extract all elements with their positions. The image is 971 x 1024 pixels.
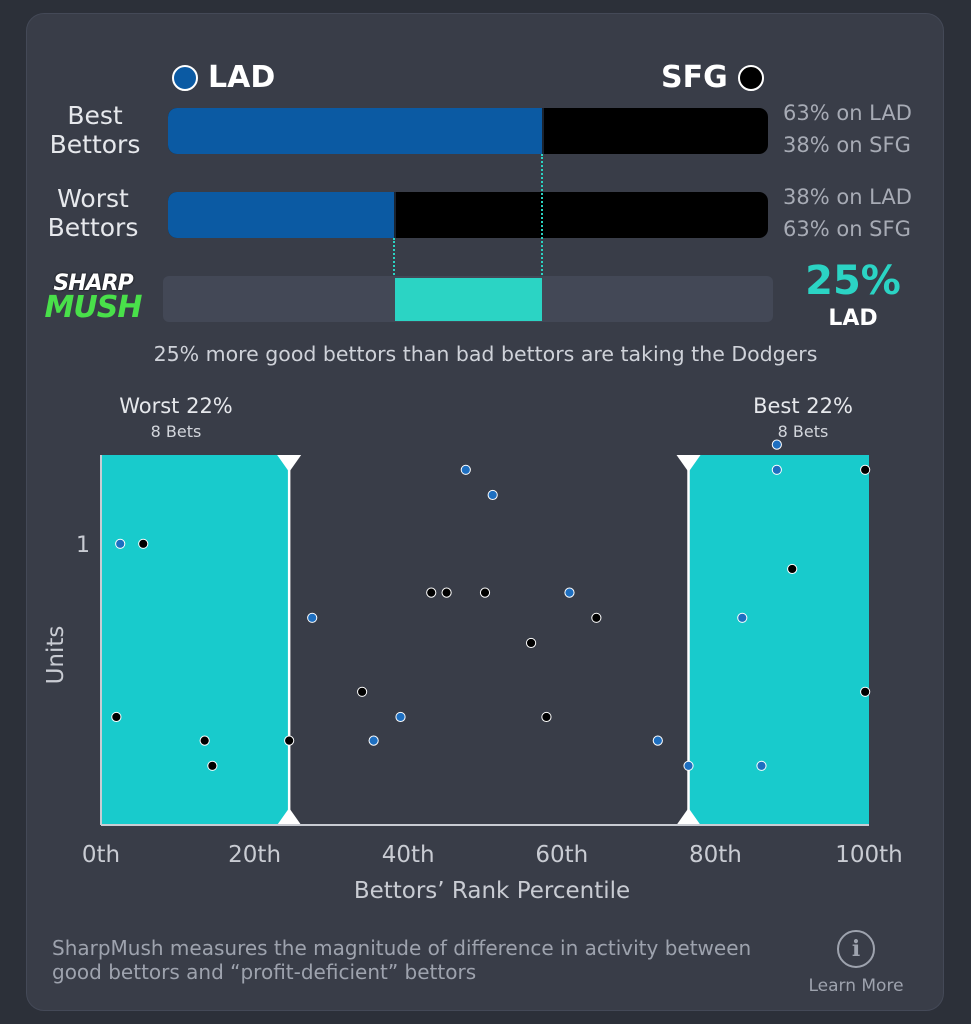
sfg-point-5 <box>357 686 368 697</box>
sfg-point-9 <box>525 637 537 649</box>
worst-lad-pct: 38% on LAD <box>783 185 912 209</box>
sfg-point-6 <box>426 587 437 598</box>
lad-point-3 <box>395 711 406 723</box>
shaded-region-0 <box>101 455 290 825</box>
range-handle-top-0[interactable] <box>277 455 302 472</box>
footer-description: SharpMush measures the magnitude of diff… <box>52 936 752 984</box>
best-sfg-pct: 38% on SFG <box>783 133 911 157</box>
learn-more-label: Learn More <box>808 976 904 996</box>
team-right-header: SFG <box>661 58 764 98</box>
x-tick-label: 40th <box>382 842 435 868</box>
worst-label-line2: Bettors <box>47 213 139 242</box>
lad-point-9 <box>737 612 748 623</box>
units-scatter-chart: 0th 20th 40th 60th 80th 100th 1 Bettors’ Rank P… <box>43 439 903 904</box>
x-tick-label: 60th <box>535 842 588 868</box>
sfg-point-2 <box>199 735 210 746</box>
best-bettors-label: Best Bettors <box>20 101 170 159</box>
lad-point-10 <box>756 760 767 771</box>
best-lad-pct: 63% on LAD <box>783 101 912 125</box>
lad-point-5 <box>487 489 498 501</box>
info-icon: i <box>837 930 875 968</box>
sfg-dot-icon <box>737 65 764 91</box>
best-bettors-bar <box>168 108 768 154</box>
sfg-point-0 <box>111 711 122 723</box>
team-left-header: LAD <box>172 58 275 98</box>
best-zone-title: Best 22% <box>753 394 853 418</box>
lad-point-6 <box>564 587 575 598</box>
best-zone-bets: 8 Bets <box>777 422 829 441</box>
logo-line1: SHARP <box>53 271 133 296</box>
sfg-point-8 <box>479 587 491 598</box>
sfg-point-4 <box>284 735 295 746</box>
sfg-point-13 <box>860 464 871 475</box>
lad-point-7 <box>652 735 663 746</box>
lad-dot-icon <box>172 65 198 91</box>
sfg-point-1 <box>138 538 149 549</box>
x-tick-label: 0th <box>82 842 120 868</box>
x-tick-label: 80th <box>689 842 742 868</box>
shaded-region-1 <box>688 455 869 825</box>
lad-point-1 <box>307 612 318 623</box>
x-axis-title: Bettors’ Rank Percentile <box>354 878 630 904</box>
lad-point-11 <box>771 464 782 475</box>
y-tick-label: 1 <box>76 533 90 558</box>
logo-line2: MUSH <box>44 290 143 325</box>
lad-point-12 <box>771 439 782 450</box>
best-lad-segment <box>168 108 545 154</box>
worst-bettors-label: Worst Bettors <box>18 184 168 242</box>
sharpmush-fill <box>394 278 543 321</box>
sfg-point-12 <box>787 563 798 575</box>
best-label-line1: Best <box>67 101 123 130</box>
sharpmush-team: LAD <box>828 306 878 331</box>
sfg-point-11 <box>591 612 602 623</box>
worst-lad-segment <box>168 192 396 238</box>
lad-point-8 <box>683 760 694 771</box>
worst-bettors-bar <box>168 192 768 238</box>
best-label-line2: Bettors <box>49 130 141 159</box>
sharpmush-value: 25% <box>805 258 901 304</box>
sfg-point-14 <box>860 686 871 697</box>
learn-more-button[interactable]: i Learn More <box>800 930 912 996</box>
x-tick-label: 100th <box>835 842 903 868</box>
sfg-point-7 <box>441 587 452 598</box>
worst-zone-bets: 8 Bets <box>150 422 202 441</box>
range-handle-bottom-1[interactable] <box>676 808 701 825</box>
y-axis-title: Units <box>43 626 69 685</box>
summary-text: 25% more good bettors than bad bettors a… <box>153 342 818 366</box>
x-tick-label: 20th <box>228 842 281 868</box>
sfg-point-10 <box>541 711 552 723</box>
worst-sfg-pct: 63% on SFG <box>783 217 911 241</box>
sfg-point-3 <box>207 760 218 771</box>
best-divider-line <box>541 154 544 278</box>
team-left-abbr: LAD <box>208 60 276 95</box>
team-right-abbr: SFG <box>661 60 728 95</box>
lad-point-2 <box>368 735 379 746</box>
lad-point-4 <box>460 464 471 475</box>
worst-zone-title: Worst 22% <box>119 394 233 418</box>
range-handle-bottom-0[interactable] <box>277 808 302 825</box>
worst-label-line1: Worst <box>57 184 129 213</box>
range-handle-top-1[interactable] <box>676 455 701 472</box>
worst-divider-line <box>392 238 395 278</box>
lad-point-0 <box>115 538 126 549</box>
sharpmush-logo: SHARP MUSH <box>36 271 150 325</box>
